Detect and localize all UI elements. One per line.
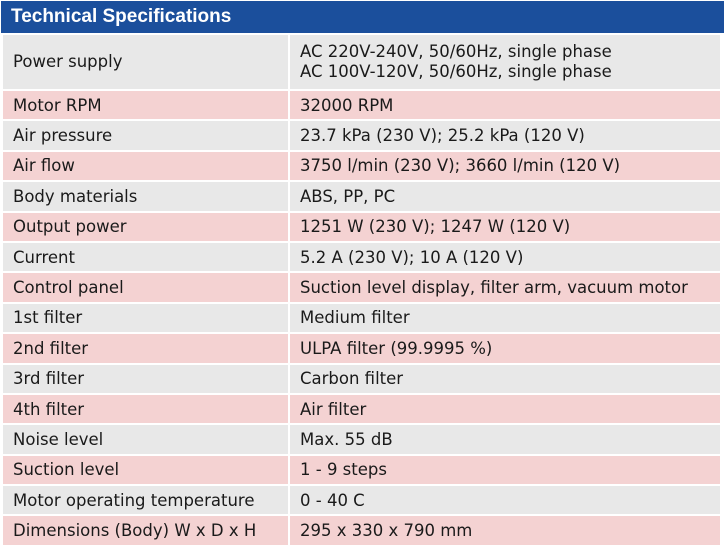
spec-value: Air filter [288,392,722,426]
spec-value: AC 220V-240V, 50/60Hz, single phase AC 1… [288,33,722,91]
spec-value-line: AC 220V-240V, 50/60Hz, single phase [300,42,612,61]
table-row: 4th filter Air filter [1,392,722,426]
table-row: Noise level Max. 55 dB [1,423,722,456]
spec-value: 1251 W (230 V); 1247 W (120 V) [288,210,722,243]
table-row: Control panel Suction level display, fil… [1,271,722,304]
table-row: Body materials ABS, PP, PC [1,180,722,213]
spec-value: 32000 RPM [288,88,722,122]
table-row: 3rd filter Carbon filter [1,362,722,395]
spec-value: ULPA filter (99.9995 %) [288,332,722,365]
table-row: Power supply AC 220V-240V, 50/60Hz, sing… [1,33,722,91]
spec-label: 1st filter [1,301,290,335]
spec-label: Air pressure [1,119,290,152]
table-row: Motor operating temperature 0 - 40 C [1,484,722,517]
table-row: 2nd filter ULPA filter (99.9995 %) [1,332,722,365]
spec-table-title: Technical Specifications [1,1,724,33]
spec-label: Motor operating temperature [1,484,290,517]
spec-label: Motor RPM [1,88,290,122]
table-row: Suction level 1 - 9 steps [1,453,722,487]
spec-label: Dimensions (Body) W x D x H [1,514,290,547]
spec-value: 5.2 A (230 V); 10 A (120 V) [288,240,722,274]
spec-label: Body materials [1,180,290,213]
spec-label: Power supply [1,33,290,91]
spec-label: Suction level [1,453,290,487]
spec-value: 295 x 330 x 790 mm [288,514,722,547]
spec-label: Output power [1,210,290,243]
spec-label: Noise level [1,423,290,456]
table-row: Motor RPM 32000 RPM [1,88,722,122]
spec-value: ABS, PP, PC [288,180,722,213]
spec-label: Control panel [1,271,290,304]
table-row: Air flow 3750 l/min (230 V); 3660 l/min … [1,149,722,183]
spec-value: Carbon filter [288,362,722,395]
spec-label: Current [1,240,290,274]
spec-value: 1 - 9 steps [288,453,722,487]
spec-label: 2nd filter [1,332,290,365]
spec-value: 3750 l/min (230 V); 3660 l/min (120 V) [288,149,722,183]
table-row: 1st filter Medium filter [1,301,722,335]
spec-label: 4th filter [1,392,290,426]
spec-value: Medium filter [288,301,722,335]
spec-table: Power supply AC 220V-240V, 50/60Hz, sing… [1,33,722,547]
table-row: Dimensions (Body) W x D x H 295 x 330 x … [1,514,722,547]
spec-value: 23.7 kPa (230 V); 25.2 kPa (120 V) [288,119,722,152]
spec-label: 3rd filter [1,362,290,395]
spec-value-line: AC 100V-120V, 50/60Hz, single phase [300,62,612,81]
table-row: Output power 1251 W (230 V); 1247 W (120… [1,210,722,243]
spec-label: Air flow [1,149,290,183]
table-row: Current 5.2 A (230 V); 10 A (120 V) [1,240,722,274]
spec-value: 0 - 40 C [288,484,722,517]
table-row: Air pressure 23.7 kPa (230 V); 25.2 kPa … [1,119,722,152]
spec-value: Suction level display, filter arm, vacuu… [288,271,722,304]
spec-value: Max. 55 dB [288,423,722,456]
